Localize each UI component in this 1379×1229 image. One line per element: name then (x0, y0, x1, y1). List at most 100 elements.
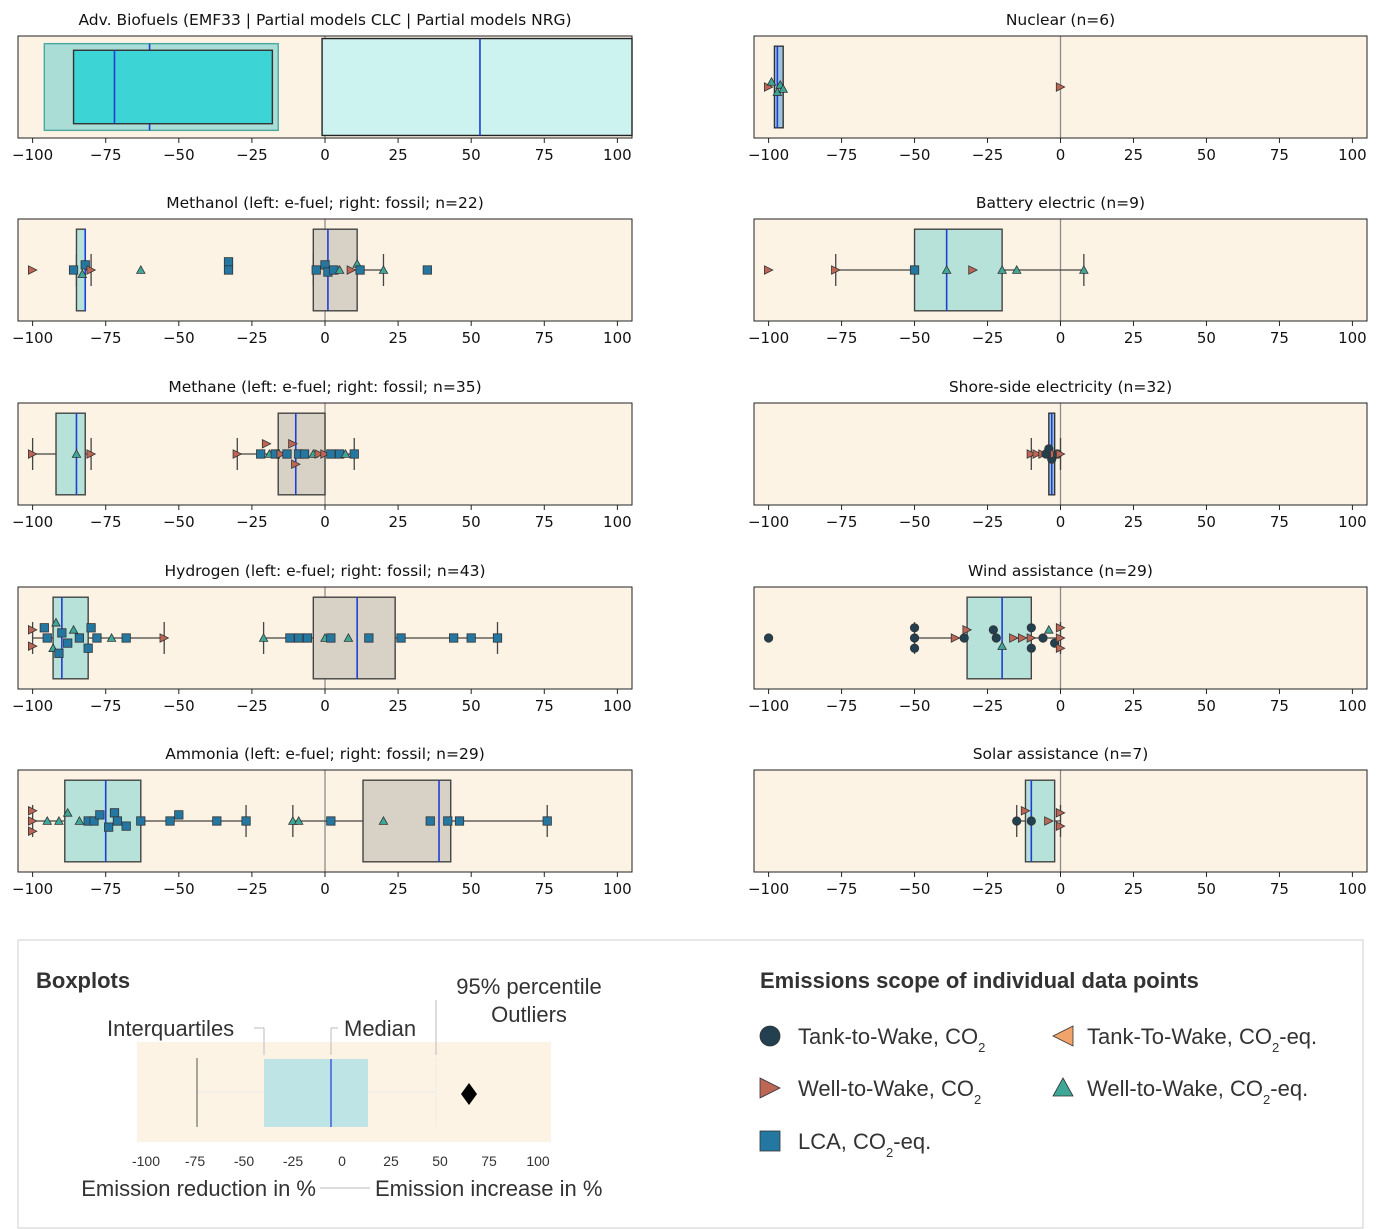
data-point (86, 449, 97, 459)
x-tick-label: 50 (462, 880, 481, 898)
data-point (1044, 816, 1054, 826)
x-tick-label: −75 (90, 697, 122, 715)
x-tick-label: −100 (12, 146, 53, 164)
data-point (1055, 622, 1066, 633)
x-tick-label: −75 (826, 329, 858, 347)
data-point (28, 816, 38, 826)
x-tick-label: 0 (1056, 329, 1066, 347)
data-point (1055, 821, 1066, 831)
data-point (340, 448, 351, 458)
data-point (165, 816, 175, 826)
x-tick-label: 100 (603, 880, 632, 898)
data-point (1011, 264, 1022, 274)
data-point (54, 815, 64, 825)
legend-percentile-label: 95% percentile (456, 974, 602, 999)
x-tick-label: −25 (236, 513, 268, 531)
chart-title: Wind assistance (n=29) (968, 562, 1153, 580)
x-tick-label: 50 (1197, 329, 1216, 347)
x-tick-label: 25 (389, 146, 408, 164)
x-tick-label: 50 (462, 329, 481, 347)
data-point (454, 816, 465, 826)
data-point (276, 449, 287, 459)
data-point (28, 805, 38, 816)
data-point (326, 816, 336, 826)
data-point (909, 265, 920, 275)
data-point (287, 815, 298, 825)
data-point (950, 633, 961, 643)
data-point (136, 816, 146, 826)
x-tick-label: 100 (603, 697, 632, 715)
legend-tick-label: -75 (185, 1153, 205, 1169)
x-tick-label: 75 (535, 329, 554, 347)
box (321, 37, 633, 137)
x-tick-label: 25 (1124, 513, 1143, 531)
x-tick-label: −100 (748, 880, 789, 898)
x-tick-label: −25 (972, 697, 1004, 715)
legend-tick-label: 75 (481, 1153, 497, 1169)
legend-marker-lca (759, 1130, 781, 1152)
box (64, 779, 142, 863)
data-point (71, 448, 82, 458)
x-tick-label: −50 (899, 880, 931, 898)
legend-tick-label: 100 (526, 1153, 550, 1169)
data-point (1043, 624, 1054, 634)
data-point (159, 633, 170, 643)
data-point (1055, 643, 1066, 654)
data-point (378, 264, 389, 274)
x-tick-label: −25 (972, 329, 1004, 347)
x-tick-label: 0 (1056, 880, 1066, 898)
x-tick-label: −25 (236, 146, 268, 164)
data-point (766, 76, 777, 86)
x-tick-label: 50 (1197, 697, 1216, 715)
box (913, 228, 1003, 312)
data-point (80, 260, 90, 270)
data-point (77, 269, 88, 278)
x-tick-label: 25 (1124, 146, 1143, 164)
data-point (378, 815, 389, 825)
data-point (89, 816, 99, 826)
data-point (74, 815, 85, 825)
x-tick-label: −25 (972, 880, 1004, 898)
data-point (112, 816, 123, 826)
data-point (997, 264, 1007, 274)
data-point (232, 449, 243, 459)
data-point (121, 821, 131, 831)
legend-increase-label: Emission increase in % (375, 1176, 602, 1201)
x-tick-label: −75 (826, 146, 858, 164)
data-point (991, 633, 1001, 643)
chart-title: Nuclear (n=6) (1006, 11, 1115, 29)
data-point (1078, 264, 1089, 274)
data-point (57, 628, 67, 638)
chart-panel: Methane (left: e-fuel; right: fossil; n=… (12, 378, 633, 531)
data-point (443, 816, 453, 826)
data-point (959, 633, 969, 643)
data-point (68, 265, 79, 275)
x-tick-label: −50 (899, 146, 931, 164)
chart-panel: Battery electric (n=9) −100 −75 −50 −25 0 25 50… (748, 194, 1368, 347)
x-tick-label: −75 (90, 513, 122, 531)
data-point (909, 623, 920, 633)
data-point (334, 264, 345, 274)
data-point (909, 633, 920, 643)
chart-title: Methane (left: e-fuel; right: fossil; n=… (168, 378, 481, 396)
data-point (135, 264, 146, 274)
x-tick-label: 100 (603, 329, 632, 347)
data-point (449, 633, 459, 643)
x-tick-label: −75 (90, 146, 122, 164)
box (312, 596, 396, 680)
data-point (941, 264, 952, 274)
data-point (778, 84, 789, 93)
data-point (492, 633, 503, 643)
legend-tick-label: -50 (234, 1153, 254, 1169)
data-point (320, 449, 331, 459)
data-point (121, 633, 131, 643)
data-point (92, 633, 102, 643)
data-point (988, 625, 998, 635)
x-tick-label: 50 (1197, 880, 1216, 898)
legend-sample-ticks: -100 -75 -50 -25 0 25 50 75 100 (132, 1153, 550, 1169)
x-tick-label: −75 (826, 880, 858, 898)
x-tick-label: 75 (1270, 513, 1289, 531)
x-tick-label: 25 (1124, 329, 1143, 347)
legend-boxplots-heading: Boxplots (36, 968, 130, 993)
